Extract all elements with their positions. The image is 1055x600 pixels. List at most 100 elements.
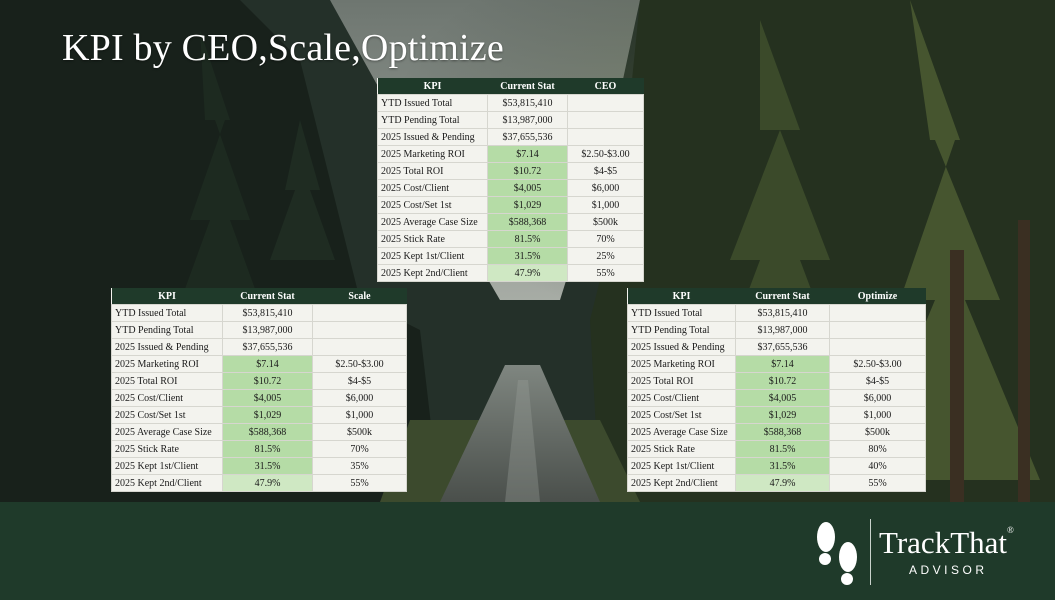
table-row: 2025 Stick Rate 81.5% 80% bbox=[627, 440, 926, 458]
column-header-current-stat: Current Stat bbox=[735, 288, 830, 305]
kpi-table-optimize: KPI Current Stat Optimize YTD Issued Tot… bbox=[627, 288, 926, 492]
kpi-cell: 2025 Stick Rate bbox=[111, 440, 223, 458]
kpi-cell: 2025 Cost/Set 1st bbox=[111, 406, 223, 424]
target-cell: 55% bbox=[829, 474, 926, 492]
current-stat-cell: 81.5% bbox=[735, 440, 830, 458]
table-header-row: KPI Current Stat Scale bbox=[111, 288, 407, 305]
current-stat-cell: 31.5% bbox=[735, 457, 830, 475]
column-header-current-stat: Current Stat bbox=[222, 288, 313, 305]
target-cell: 80% bbox=[829, 440, 926, 458]
kpi-table-ceo: KPI Current Stat CEO YTD Issued Total $53… bbox=[377, 78, 644, 282]
column-header-target: Scale bbox=[312, 288, 407, 305]
table-row: 2025 Cost/Client $4,005 $6,000 bbox=[627, 389, 926, 407]
table-row: 2025 Kept 1st/Client 31.5% 25% bbox=[377, 247, 644, 265]
current-stat-cell: $37,655,536 bbox=[222, 338, 313, 356]
table-row: 2025 Total ROI $10.72 $4-$5 bbox=[111, 372, 407, 390]
current-stat-cell: $53,815,410 bbox=[487, 94, 568, 112]
table-row: 2025 Kept 2nd/Client 47.9% 55% bbox=[627, 474, 926, 492]
current-stat-cell: 47.9% bbox=[487, 264, 568, 282]
slide-title: KPI by CEO,Scale,Optimize bbox=[62, 27, 504, 69]
kpi-cell: 2025 Average Case Size bbox=[627, 423, 736, 441]
kpi-cell: 2025 Kept 2nd/Client bbox=[377, 264, 488, 282]
target-cell bbox=[567, 111, 644, 129]
table-row: 2025 Average Case Size $588,368 $500k bbox=[377, 213, 644, 231]
logo-wordmark: TrackThat® bbox=[879, 525, 1014, 561]
column-header-current-stat: Current Stat bbox=[487, 78, 568, 95]
table-row: 2025 Cost/Set 1st $1,029 $1,000 bbox=[111, 406, 407, 424]
target-cell bbox=[567, 128, 644, 146]
kpi-cell: 2025 Issued & Pending bbox=[377, 128, 488, 146]
table-row: 2025 Cost/Client $4,005 $6,000 bbox=[111, 389, 407, 407]
target-cell: $4-$5 bbox=[567, 162, 644, 180]
current-stat-cell: $7.14 bbox=[487, 145, 568, 163]
target-cell: $2.50-$3.00 bbox=[829, 355, 926, 373]
target-cell: 55% bbox=[312, 474, 407, 492]
current-stat-cell: 47.9% bbox=[735, 474, 830, 492]
table-row: YTD Issued Total $53,815,410 bbox=[627, 304, 926, 322]
kpi-cell: 2025 Kept 2nd/Client bbox=[627, 474, 736, 492]
table-body: YTD Issued Total $53,815,410 YTD Pending T… bbox=[377, 94, 644, 282]
current-stat-cell: 47.9% bbox=[222, 474, 313, 492]
table-row: YTD Pending Total $13,987,000 bbox=[377, 111, 644, 129]
current-stat-cell: 31.5% bbox=[487, 247, 568, 265]
kpi-cell: 2025 Average Case Size bbox=[377, 213, 488, 231]
kpi-cell: 2025 Cost/Set 1st bbox=[377, 196, 488, 214]
target-cell bbox=[312, 338, 407, 356]
target-cell: $500k bbox=[567, 213, 644, 231]
kpi-cell: 2025 Issued & Pending bbox=[111, 338, 223, 356]
kpi-cell: 2025 Total ROI bbox=[111, 372, 223, 390]
table-row: 2025 Total ROI $10.72 $4-$5 bbox=[627, 372, 926, 390]
current-stat-cell: $53,815,410 bbox=[222, 304, 313, 322]
table-row: YTD Pending Total $13,987,000 bbox=[111, 321, 407, 339]
table-row: 2025 Average Case Size $588,368 $500k bbox=[627, 423, 926, 441]
current-stat-cell: $1,029 bbox=[222, 406, 313, 424]
footer-band bbox=[0, 502, 1055, 600]
table-row: 2025 Cost/Set 1st $1,029 $1,000 bbox=[627, 406, 926, 424]
table-row: YTD Issued Total $53,815,410 bbox=[377, 94, 644, 112]
kpi-cell: 2025 Kept 1st/Client bbox=[377, 247, 488, 265]
table-row: YTD Pending Total $13,987,000 bbox=[627, 321, 926, 339]
table-row: 2025 Issued & Pending $37,655,536 bbox=[377, 128, 644, 146]
column-header-kpi: KPI bbox=[627, 288, 736, 305]
current-stat-cell: $588,368 bbox=[222, 423, 313, 441]
target-cell: $4-$5 bbox=[829, 372, 926, 390]
kpi-cell: 2025 Marketing ROI bbox=[111, 355, 223, 373]
current-stat-cell: $13,987,000 bbox=[487, 111, 568, 129]
trackthat-advisor-logo: TrackThat® ADVISOR bbox=[812, 515, 1042, 589]
target-cell: $1,000 bbox=[829, 406, 926, 424]
table-row: 2025 Marketing ROI $7.14 $2.50-$3.00 bbox=[377, 145, 644, 163]
target-cell: 40% bbox=[829, 457, 926, 475]
kpi-cell: 2025 Marketing ROI bbox=[627, 355, 736, 373]
target-cell: 55% bbox=[567, 264, 644, 282]
current-stat-cell: $13,987,000 bbox=[222, 321, 313, 339]
target-cell: $2.50-$3.00 bbox=[312, 355, 407, 373]
target-cell bbox=[829, 338, 926, 356]
target-cell: $6,000 bbox=[829, 389, 926, 407]
column-header-kpi: KPI bbox=[377, 78, 488, 95]
kpi-cell: 2025 Total ROI bbox=[627, 372, 736, 390]
current-stat-cell: $4,005 bbox=[735, 389, 830, 407]
current-stat-cell: $10.72 bbox=[222, 372, 313, 390]
current-stat-cell: 81.5% bbox=[222, 440, 313, 458]
target-cell bbox=[567, 94, 644, 112]
target-cell bbox=[312, 304, 407, 322]
target-cell: 25% bbox=[567, 247, 644, 265]
current-stat-cell: $13,987,000 bbox=[735, 321, 830, 339]
kpi-cell: YTD Issued Total bbox=[627, 304, 736, 322]
current-stat-cell: $4,005 bbox=[222, 389, 313, 407]
table-row: 2025 Stick Rate 81.5% 70% bbox=[111, 440, 407, 458]
current-stat-cell: $1,029 bbox=[735, 406, 830, 424]
kpi-cell: YTD Pending Total bbox=[627, 321, 736, 339]
table-row: 2025 Kept 1st/Client 31.5% 35% bbox=[111, 457, 407, 475]
kpi-cell: 2025 Cost/Client bbox=[377, 179, 488, 197]
target-cell bbox=[312, 321, 407, 339]
current-stat-cell: $37,655,536 bbox=[487, 128, 568, 146]
table-row: 2025 Stick Rate 81.5% 70% bbox=[377, 230, 644, 248]
logo-name-text: TrackThat bbox=[879, 525, 1007, 560]
table-row: 2025 Issued & Pending $37,655,536 bbox=[111, 338, 407, 356]
current-stat-cell: 81.5% bbox=[487, 230, 568, 248]
kpi-cell: 2025 Issued & Pending bbox=[627, 338, 736, 356]
current-stat-cell: $4,005 bbox=[487, 179, 568, 197]
target-cell: $2.50-$3.00 bbox=[567, 145, 644, 163]
